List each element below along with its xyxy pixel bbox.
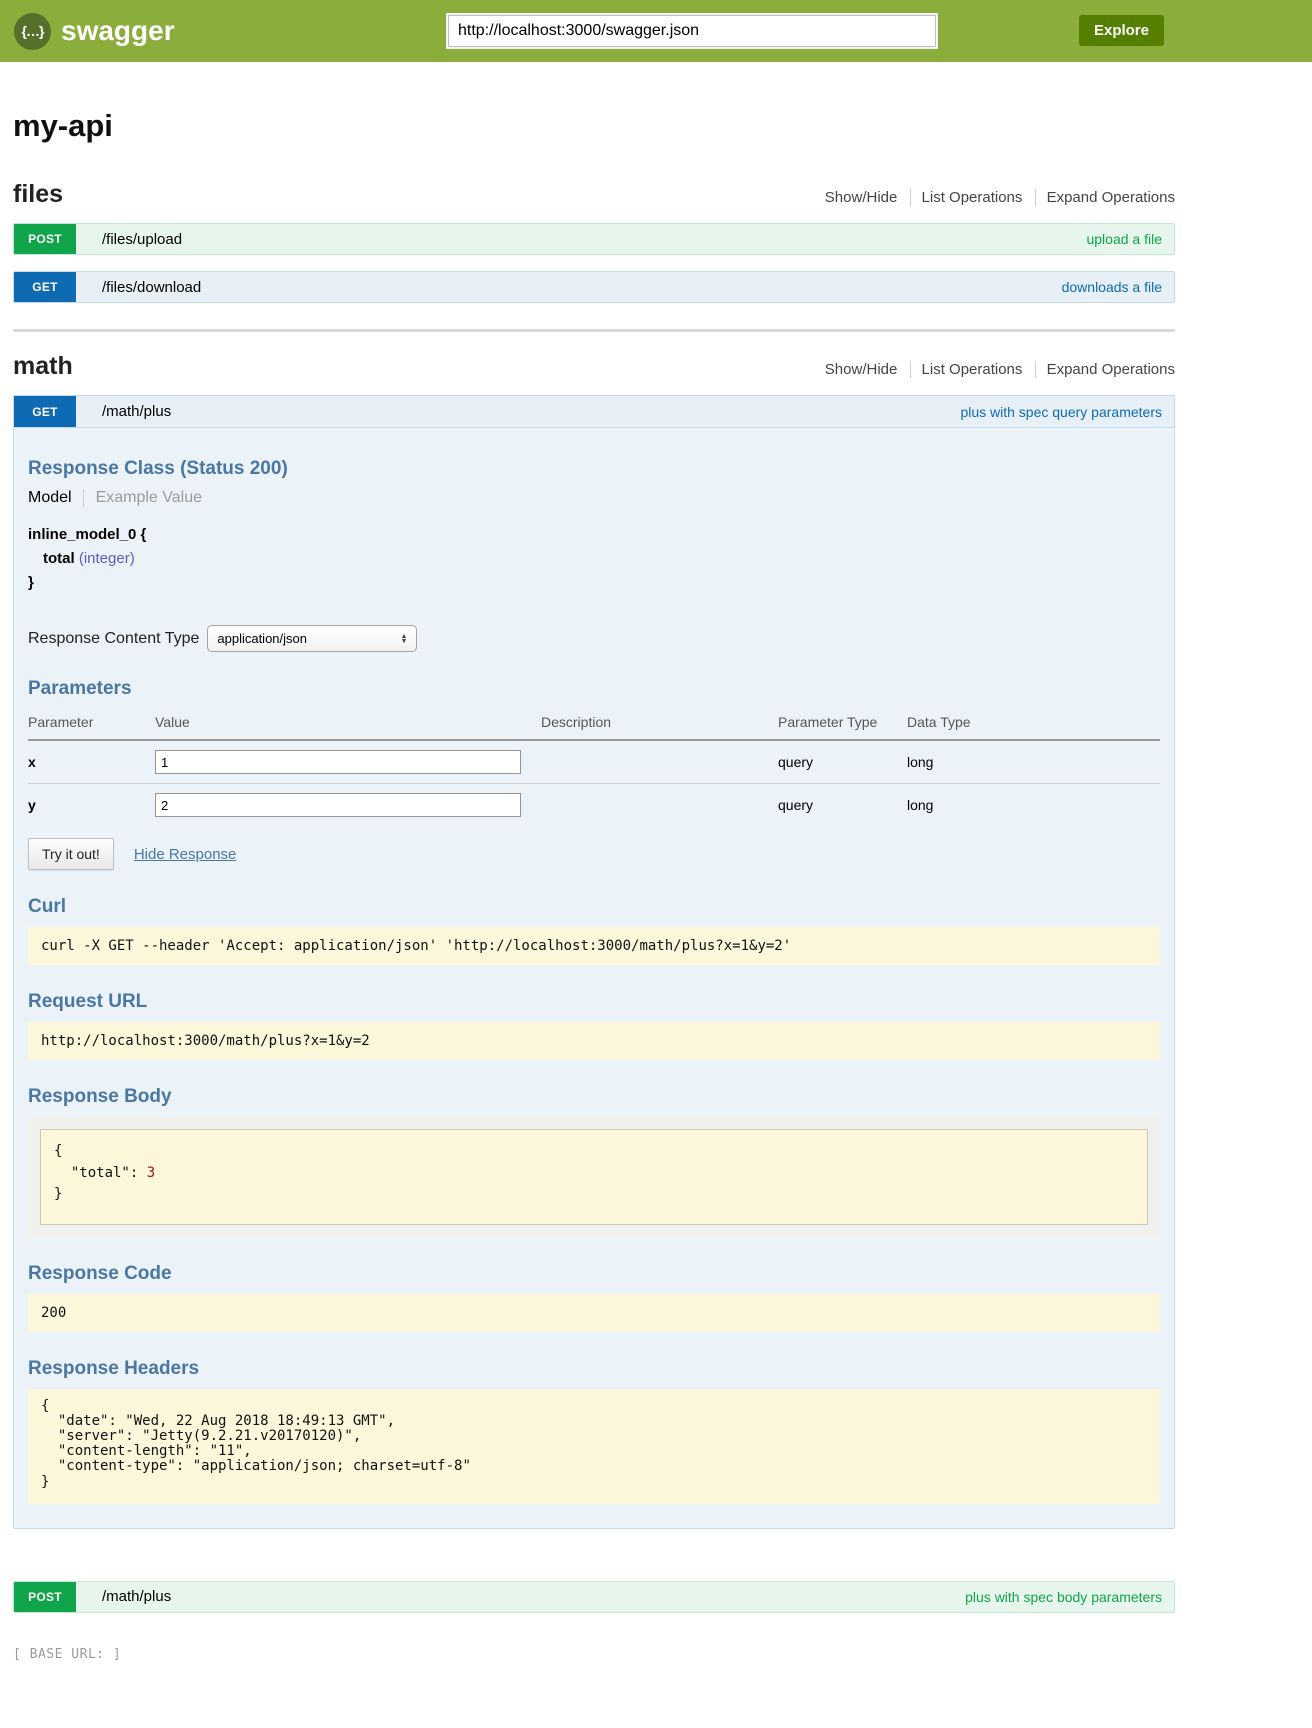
response-body-number: 3 [146, 1164, 156, 1181]
model-property-type: (integer) [78, 550, 135, 567]
col-description: Description [541, 709, 778, 741]
math-section-links: Show/Hide List Operations Expand Operati… [825, 361, 1175, 378]
section-math: math Show/Hide List Operations Expand Op… [13, 352, 1175, 1613]
param-row-x: x query long [28, 740, 1160, 784]
operation-post-math-plus: POST /math/plus plus with spec body para… [13, 1580, 1175, 1613]
operation-get-math-plus-header: GET /math/plus plus with spec query para… [14, 396, 1174, 428]
col-parameter-type: Parameter Type [778, 709, 907, 741]
param-data-type: long [907, 740, 1160, 784]
swagger-logo[interactable]: {…} swagger [14, 12, 175, 50]
response-body-close: } [54, 1186, 63, 1203]
math-plus-get-summary-link[interactable]: plus with spec query parameters [960, 403, 1162, 420]
response-content-type-label: Response Content Type [28, 629, 200, 647]
param-row-y: y query long [28, 784, 1160, 827]
math-expand-operations-link[interactable]: Expand Operations [1034, 361, 1175, 378]
operation-get-math-plus: GET /math/plus plus with spec query para… [13, 395, 1175, 1529]
selected-content-type: application/json [217, 631, 307, 646]
files-download-path-link[interactable]: /files/download [102, 278, 202, 296]
parameters-heading: Parameters [28, 678, 132, 699]
files-list-operations-link[interactable]: List Operations [909, 189, 1023, 206]
response-body-heading: Response Body [28, 1086, 172, 1107]
math-show-hide-link[interactable]: Show/Hide [824, 361, 898, 378]
response-headers-heading: Response Headers [28, 1358, 200, 1379]
param-type: query [778, 797, 814, 813]
files-upload-summary-link[interactable]: upload a file [1086, 231, 1162, 247]
param-description [541, 740, 778, 784]
files-expand-operations-link[interactable]: Expand Operations [1034, 189, 1175, 206]
param-y-value-input[interactable] [155, 793, 521, 817]
model-close-brace: } [28, 574, 34, 591]
param-type: query [778, 740, 907, 784]
files-section-links: Show/Hide List Operations Expand Operati… [825, 189, 1175, 206]
files-download-summary-link[interactable]: downloads a file [1061, 279, 1162, 295]
math-list-operations-link[interactable]: List Operations [909, 361, 1023, 378]
files-show-hide-link[interactable]: Show/Hide [824, 189, 898, 206]
hide-response-link[interactable]: Hide Response [133, 845, 237, 863]
brand-name: swagger [61, 15, 175, 46]
param-data-type: long [907, 797, 934, 813]
col-value: Value [155, 709, 541, 741]
section-title-math: math [13, 352, 73, 380]
get-method-badge: GET [14, 396, 76, 427]
swagger-braces-icon: {…} [14, 12, 51, 50]
parameters-table: Parameter Value Description Parameter Ty… [28, 709, 1160, 826]
response-code-heading: Response Code [28, 1263, 172, 1284]
files-upload-path-link[interactable]: /files/upload [102, 230, 183, 248]
get-method-badge: GET [14, 272, 76, 302]
response-body-json: { "total": [54, 1143, 139, 1181]
section-divider [13, 329, 1175, 332]
post-method-badge: POST [14, 224, 76, 254]
model-name: inline_model_0 { [28, 526, 147, 543]
base-url-footer: [ BASE URL: ] [13, 1646, 122, 1662]
curl-command: curl -X GET --header 'Accept: applicatio… [28, 927, 1160, 965]
request-url-heading: Request URL [28, 991, 148, 1012]
col-data-type: Data Type [907, 709, 1160, 741]
response-content-type-select[interactable]: application/json ▲ ▼ [207, 625, 418, 652]
param-description [541, 784, 778, 827]
math-plus-post-path-link[interactable]: /math/plus [102, 1588, 172, 1606]
app-header: {…} swagger Explore [0, 0, 1312, 62]
param-name: x [28, 740, 155, 784]
math-plus-get-path-link[interactable]: /math/plus [102, 403, 172, 420]
tab-example-value[interactable]: Example Value [82, 489, 202, 507]
post-method-badge: POST [14, 1581, 76, 1612]
col-parameter: Parameter [28, 709, 155, 741]
explore-button[interactable]: Explore [1078, 15, 1164, 46]
math-plus-post-summary-link[interactable]: plus with spec body parameters [965, 1588, 1162, 1605]
request-url-value: http://localhost:3000/math/plus?x=1&y=2 [28, 1022, 1160, 1060]
model-signature: inline_model_0 { total (integer) } [28, 523, 1160, 595]
param-x-value-input[interactable] [155, 750, 521, 774]
model-tabs: Model Example Value [28, 489, 1160, 507]
response-code-value: 200 [28, 1294, 1160, 1332]
section-files: files Show/Hide List Operations Expand O… [13, 180, 1175, 303]
tab-model[interactable]: Model [28, 489, 72, 506]
select-arrows-icon: ▲ ▼ [400, 632, 408, 645]
model-property-name: total [43, 550, 75, 567]
response-body-block: { "total": 3 } [28, 1117, 1160, 1237]
try-it-out-button[interactable]: Try it out! [28, 838, 114, 870]
page-title: my-api [13, 108, 113, 143]
response-class-heading: Response Class (Status 200) [28, 458, 288, 479]
curl-heading: Curl [28, 896, 66, 917]
operation-get-files-download: GET /files/download downloads a file [13, 271, 1175, 303]
response-headers-value: { "date": "Wed, 22 Aug 2018 18:49:13 GMT… [28, 1389, 1160, 1504]
operation-post-files-upload: POST /files/upload upload a file [13, 223, 1175, 255]
operation-content: Response Class (Status 200) Model Exampl… [14, 428, 1174, 1528]
param-name: y [28, 797, 36, 813]
section-title-files: files [13, 180, 64, 208]
spec-url-input[interactable] [446, 13, 938, 49]
